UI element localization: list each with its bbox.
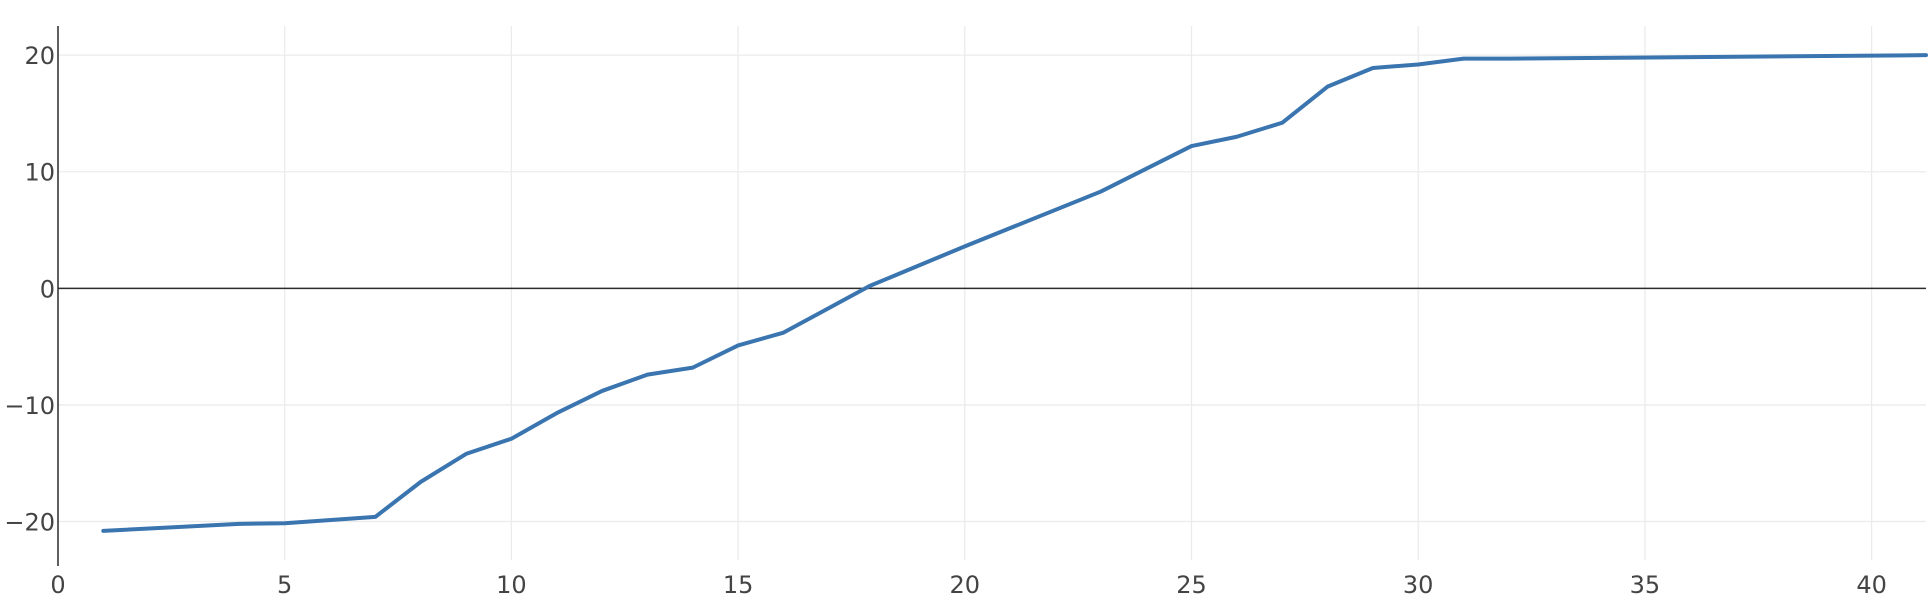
y-tick-labels: 20 10 0 −10 −20 xyxy=(4,42,55,536)
x-tick-label: 25 xyxy=(1176,571,1207,599)
x-tick-label: 40 xyxy=(1856,571,1887,599)
x-tick-label: 15 xyxy=(723,571,754,599)
series-line-0 xyxy=(101,53,1928,533)
x-tick-label: 10 xyxy=(496,571,527,599)
series-layer xyxy=(101,53,1928,533)
x-tick-label: 5 xyxy=(277,571,292,599)
x-tick-label: 0 xyxy=(50,571,65,599)
x-tick-label: 30 xyxy=(1403,571,1434,599)
x-tick-labels: 0 5 10 15 20 25 30 35 40 xyxy=(50,571,1887,599)
x-tick-label: 35 xyxy=(1630,571,1661,599)
y-tick-label: −20 xyxy=(4,509,55,537)
vertical-gridlines xyxy=(284,26,1873,560)
y-tick-label: 0 xyxy=(40,275,55,303)
y-tick-label: 10 xyxy=(24,159,55,187)
x-tick-label: 20 xyxy=(950,571,981,599)
y-tick-label: 20 xyxy=(24,42,55,70)
horizontal-gridlines xyxy=(58,54,1926,523)
y-tick-label: −10 xyxy=(4,392,55,420)
